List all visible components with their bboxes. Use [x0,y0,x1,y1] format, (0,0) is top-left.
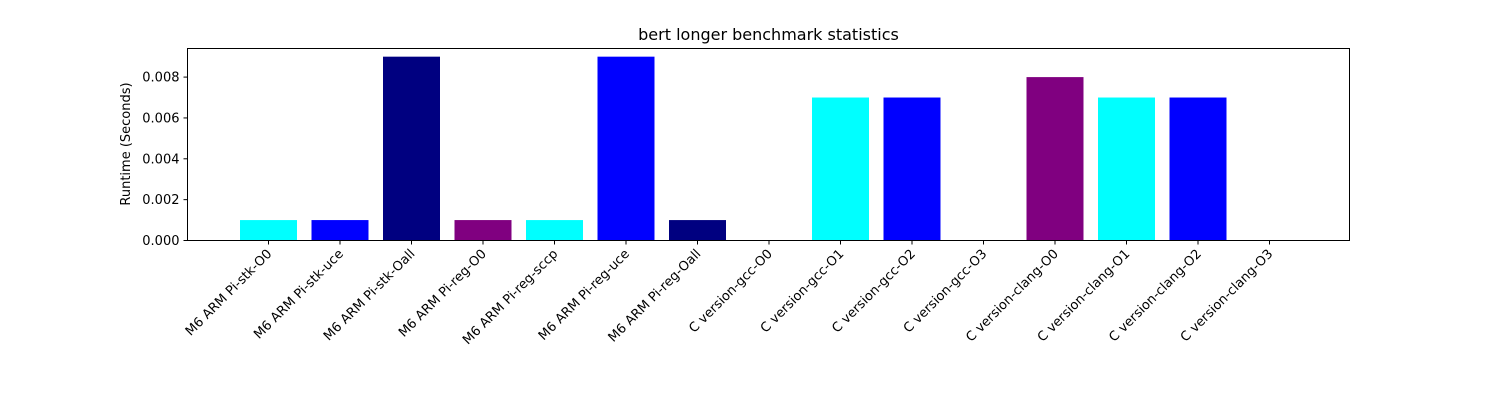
bar [526,220,583,241]
bar [812,97,869,241]
plot-frame [187,48,1350,241]
bar [383,56,440,241]
y-axis-ticks: 0.000 0.002 0.004 0.006 0.008 [142,71,188,249]
bar [1169,97,1227,241]
y-tick-label: 0.004 [142,152,179,167]
y-tick-label: 0.000 [142,234,179,249]
bar [454,220,512,241]
bar [311,220,369,241]
y-axis-label: Runtime (Seconds) [119,82,134,205]
bar [1098,97,1155,241]
bar [669,220,726,241]
y-tick-label: 0.002 [142,193,179,208]
y-tick-label: 0.008 [142,71,179,86]
bar [240,220,297,241]
bars-group [240,56,1227,241]
bar [597,56,655,241]
bar [1026,77,1084,241]
y-tick-label: 0.006 [142,111,179,126]
chart-title: bert longer benchmark statistics [638,25,899,44]
bar [883,97,941,241]
